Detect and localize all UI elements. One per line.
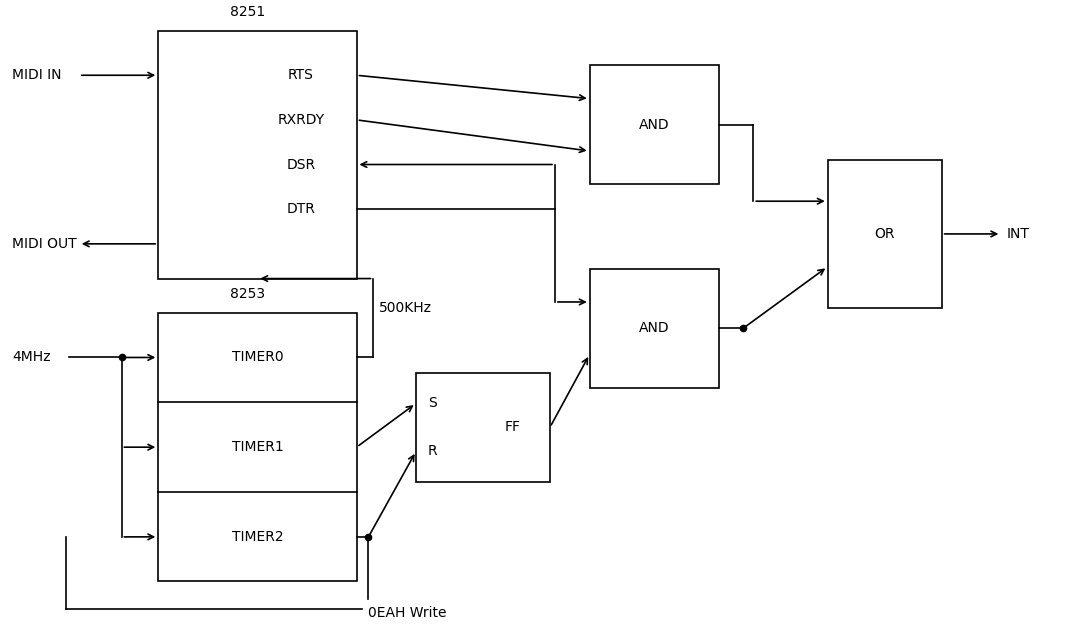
- Text: 8253: 8253: [230, 287, 265, 301]
- Text: 8251: 8251: [230, 4, 265, 18]
- Text: MIDI IN: MIDI IN: [12, 68, 62, 82]
- Text: TIMER1: TIMER1: [232, 440, 283, 454]
- Text: FF: FF: [504, 420, 521, 434]
- Bar: [828, 159, 942, 308]
- Text: 0EAH Write: 0EAH Write: [368, 606, 446, 620]
- Bar: [158, 313, 356, 581]
- Text: TIMER0: TIMER0: [232, 350, 283, 364]
- Bar: [158, 31, 356, 278]
- Text: OR: OR: [874, 227, 895, 241]
- Text: RXRDY: RXRDY: [278, 113, 325, 127]
- Bar: [589, 66, 719, 184]
- Text: 500KHz: 500KHz: [379, 301, 432, 315]
- Text: AND: AND: [639, 321, 670, 335]
- Text: RTS: RTS: [289, 68, 314, 82]
- Text: INT: INT: [1006, 227, 1029, 241]
- Bar: [416, 373, 550, 482]
- Text: DTR: DTR: [286, 202, 316, 216]
- Text: 4MHz: 4MHz: [12, 350, 51, 364]
- Text: TIMER2: TIMER2: [232, 530, 283, 544]
- Text: MIDI OUT: MIDI OUT: [12, 237, 77, 251]
- Text: AND: AND: [639, 118, 670, 132]
- Text: S: S: [428, 396, 437, 410]
- Text: DSR: DSR: [286, 157, 316, 171]
- Text: R: R: [428, 445, 438, 459]
- Bar: [589, 269, 719, 388]
